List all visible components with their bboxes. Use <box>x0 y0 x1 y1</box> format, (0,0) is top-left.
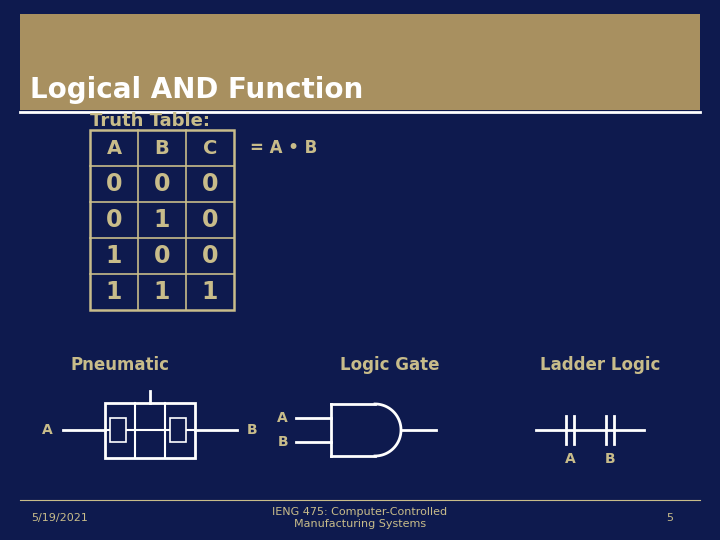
Text: 1: 1 <box>202 280 218 304</box>
Bar <box>90 130 234 310</box>
Text: B: B <box>155 138 169 158</box>
Text: 0: 0 <box>202 208 218 232</box>
Text: A: A <box>564 452 575 466</box>
Text: 1: 1 <box>154 208 170 232</box>
Text: 5: 5 <box>667 513 673 523</box>
Text: Logical AND Function: Logical AND Function <box>30 76 364 104</box>
Text: Logic Gate: Logic Gate <box>341 356 440 374</box>
Text: A: A <box>42 423 53 437</box>
Text: 0: 0 <box>154 172 170 196</box>
Text: Ladder Logic: Ladder Logic <box>540 356 660 374</box>
Bar <box>109 417 126 442</box>
Text: 1: 1 <box>154 280 170 304</box>
Text: 1: 1 <box>106 280 122 304</box>
Text: C: C <box>203 138 217 158</box>
Text: Pneumatic: Pneumatic <box>71 356 169 374</box>
Bar <box>169 417 186 442</box>
Text: B: B <box>605 452 616 466</box>
Text: A: A <box>107 138 122 158</box>
Text: A: A <box>277 411 288 425</box>
Text: 0: 0 <box>106 172 122 196</box>
Text: 1: 1 <box>106 244 122 268</box>
Text: B: B <box>247 423 258 437</box>
Text: B: B <box>277 435 288 449</box>
Text: = A • B: = A • B <box>250 139 318 157</box>
Text: 0: 0 <box>202 172 218 196</box>
Text: 0: 0 <box>202 244 218 268</box>
Text: 0: 0 <box>106 208 122 232</box>
Text: IENG 475: Computer-Controlled
Manufacturing Systems: IENG 475: Computer-Controlled Manufactur… <box>272 507 448 529</box>
Text: 0: 0 <box>154 244 170 268</box>
Bar <box>20 14 700 110</box>
Text: Truth Table:: Truth Table: <box>90 112 210 130</box>
Bar <box>105 402 195 457</box>
Text: 5/19/2021: 5/19/2021 <box>32 513 89 523</box>
